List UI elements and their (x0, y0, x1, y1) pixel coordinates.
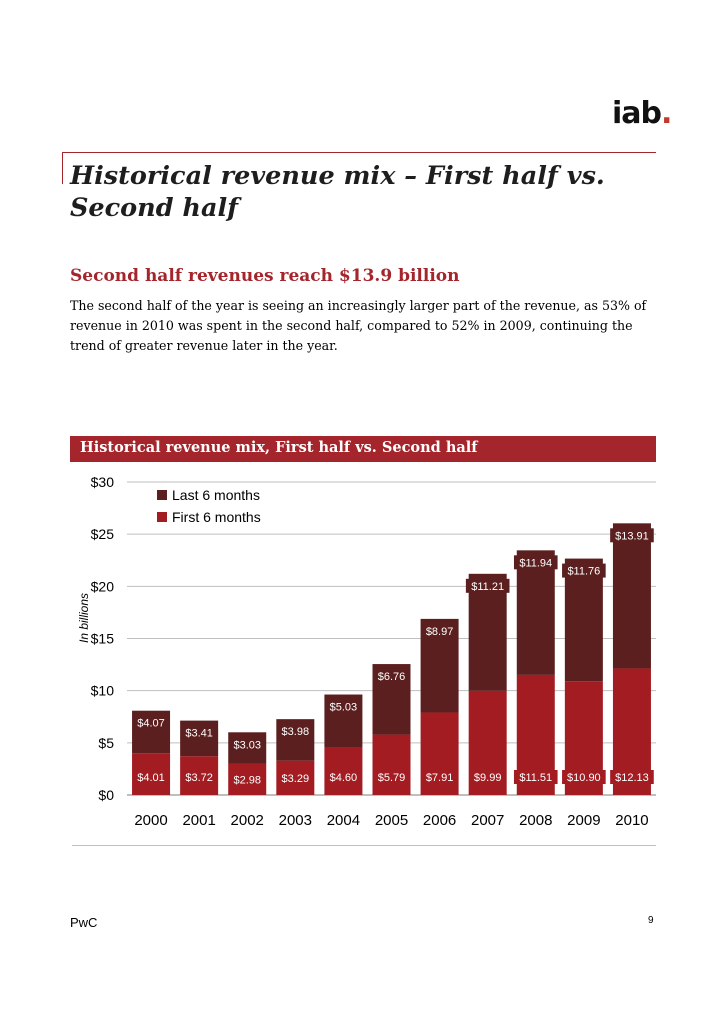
data-label-bg (324, 770, 362, 784)
data-label: $8.97 (426, 626, 454, 638)
data-label-bg (228, 772, 266, 787)
data-label: $3.03 (233, 739, 261, 751)
data-label: $5.03 (330, 702, 358, 714)
x-tick-label: 2000 (134, 812, 167, 829)
data-label: $11.76 (567, 566, 600, 578)
y-tick-label: $0 (98, 787, 114, 803)
footer-rule (72, 845, 656, 846)
data-label-bg (562, 770, 606, 784)
data-label-bg (469, 770, 507, 784)
y-axis-title: In billions (77, 593, 91, 643)
data-label: $11.21 (471, 581, 504, 593)
data-label: $3.72 (185, 772, 213, 784)
data-label-bg (562, 563, 606, 578)
data-label-bg (465, 578, 510, 593)
data-label-bg (132, 770, 170, 784)
data-label-bg (324, 699, 362, 714)
logo-text: iab (612, 96, 662, 131)
legend-label: Last 6 months (172, 487, 260, 503)
body-paragraph: The second half of the year is seeing an… (70, 298, 647, 353)
x-tick-label: 2009 (567, 812, 600, 829)
data-label: $4.07 (137, 718, 165, 730)
data-label-bg (610, 528, 654, 543)
section-subtitle: Second half revenues reach $13.9 billion (70, 266, 460, 286)
bar-segment (516, 550, 555, 675)
data-label-bg (180, 725, 218, 740)
data-label-bg (276, 724, 314, 739)
header-rule-tick (62, 152, 63, 184)
data-label: $9.99 (474, 772, 502, 784)
data-label-bg (228, 737, 266, 752)
chart-header-bar: Historical revenue mix, First half vs. S… (70, 436, 656, 462)
x-tick-label: 2004 (327, 812, 360, 829)
data-label-bg (513, 770, 558, 784)
y-tick-label: $25 (91, 526, 115, 542)
legend-label: First 6 months (172, 509, 261, 525)
x-tick-label: 2006 (423, 812, 456, 829)
data-label-bg (373, 770, 410, 784)
legend-swatch (157, 490, 167, 500)
y-tick-label: $15 (91, 631, 115, 647)
x-tick-label: 2003 (279, 812, 312, 829)
data-label: $12.13 (615, 772, 649, 784)
data-label: $6.76 (378, 671, 406, 683)
logo-dot: . (661, 96, 672, 131)
y-tick-label: $30 (91, 474, 115, 490)
legend-swatch (157, 512, 167, 522)
data-label-bg (373, 669, 410, 684)
data-label: $5.79 (378, 772, 406, 784)
y-tick-label: $5 (98, 735, 114, 751)
chart-header-title: Historical revenue mix, First half vs. S… (80, 439, 478, 456)
bar-segment (372, 734, 411, 795)
x-tick-label: 2010 (615, 812, 648, 829)
bar-segment (468, 573, 507, 691)
page-number: 9 (648, 915, 654, 926)
chart-legend: Last 6 months First 6 months (157, 487, 261, 525)
data-label: $10.90 (567, 772, 601, 784)
data-label: $13.91 (615, 530, 649, 542)
header-rule (62, 152, 656, 153)
data-label: $11.94 (519, 557, 552, 569)
iab-logo: iab. (612, 96, 672, 131)
data-label: $3.29 (282, 773, 310, 785)
x-tick-label: 2002 (231, 812, 264, 829)
x-tick-label: 2001 (182, 812, 215, 829)
y-tick-label: $20 (91, 578, 115, 594)
data-label-bg (180, 770, 218, 784)
x-tick-label: 2005 (375, 812, 408, 829)
chart-y-tick-labels: $0 $5 $10 $15 $20 $25 $30 (91, 474, 115, 803)
data-label: $7.91 (426, 772, 454, 784)
data-label: $4.60 (330, 772, 358, 784)
bar-segment (612, 523, 651, 669)
data-label-bg (132, 715, 170, 730)
page-title: Historical revenue mix – First half vs. … (70, 161, 605, 223)
data-label: $11.51 (519, 772, 552, 784)
chart-data-labels: $4.01 $4.07 $3.72 $3.41 $2.98 $3.03 $3.29 $3.98… (132, 528, 654, 787)
y-tick-label: $10 (91, 683, 115, 699)
data-label: $3.41 (185, 728, 213, 740)
data-label-bg (513, 555, 558, 570)
data-label-bg (610, 770, 654, 784)
data-label: $4.01 (137, 772, 165, 784)
data-label: $3.98 (282, 726, 310, 738)
data-label-bg (421, 623, 459, 638)
data-label-bg (421, 770, 459, 784)
x-tick-label: 2007 (471, 812, 504, 829)
x-tick-label: 2008 (519, 812, 552, 829)
chart-x-tick-labels: 2000 2001 2002 2003 2004 2005 2006 2007 2008 2009… (134, 812, 648, 829)
bar-segment (564, 558, 603, 682)
footer-brand: PwC (70, 915, 98, 930)
data-label: $2.98 (233, 774, 261, 786)
data-label-bg (276, 770, 314, 785)
